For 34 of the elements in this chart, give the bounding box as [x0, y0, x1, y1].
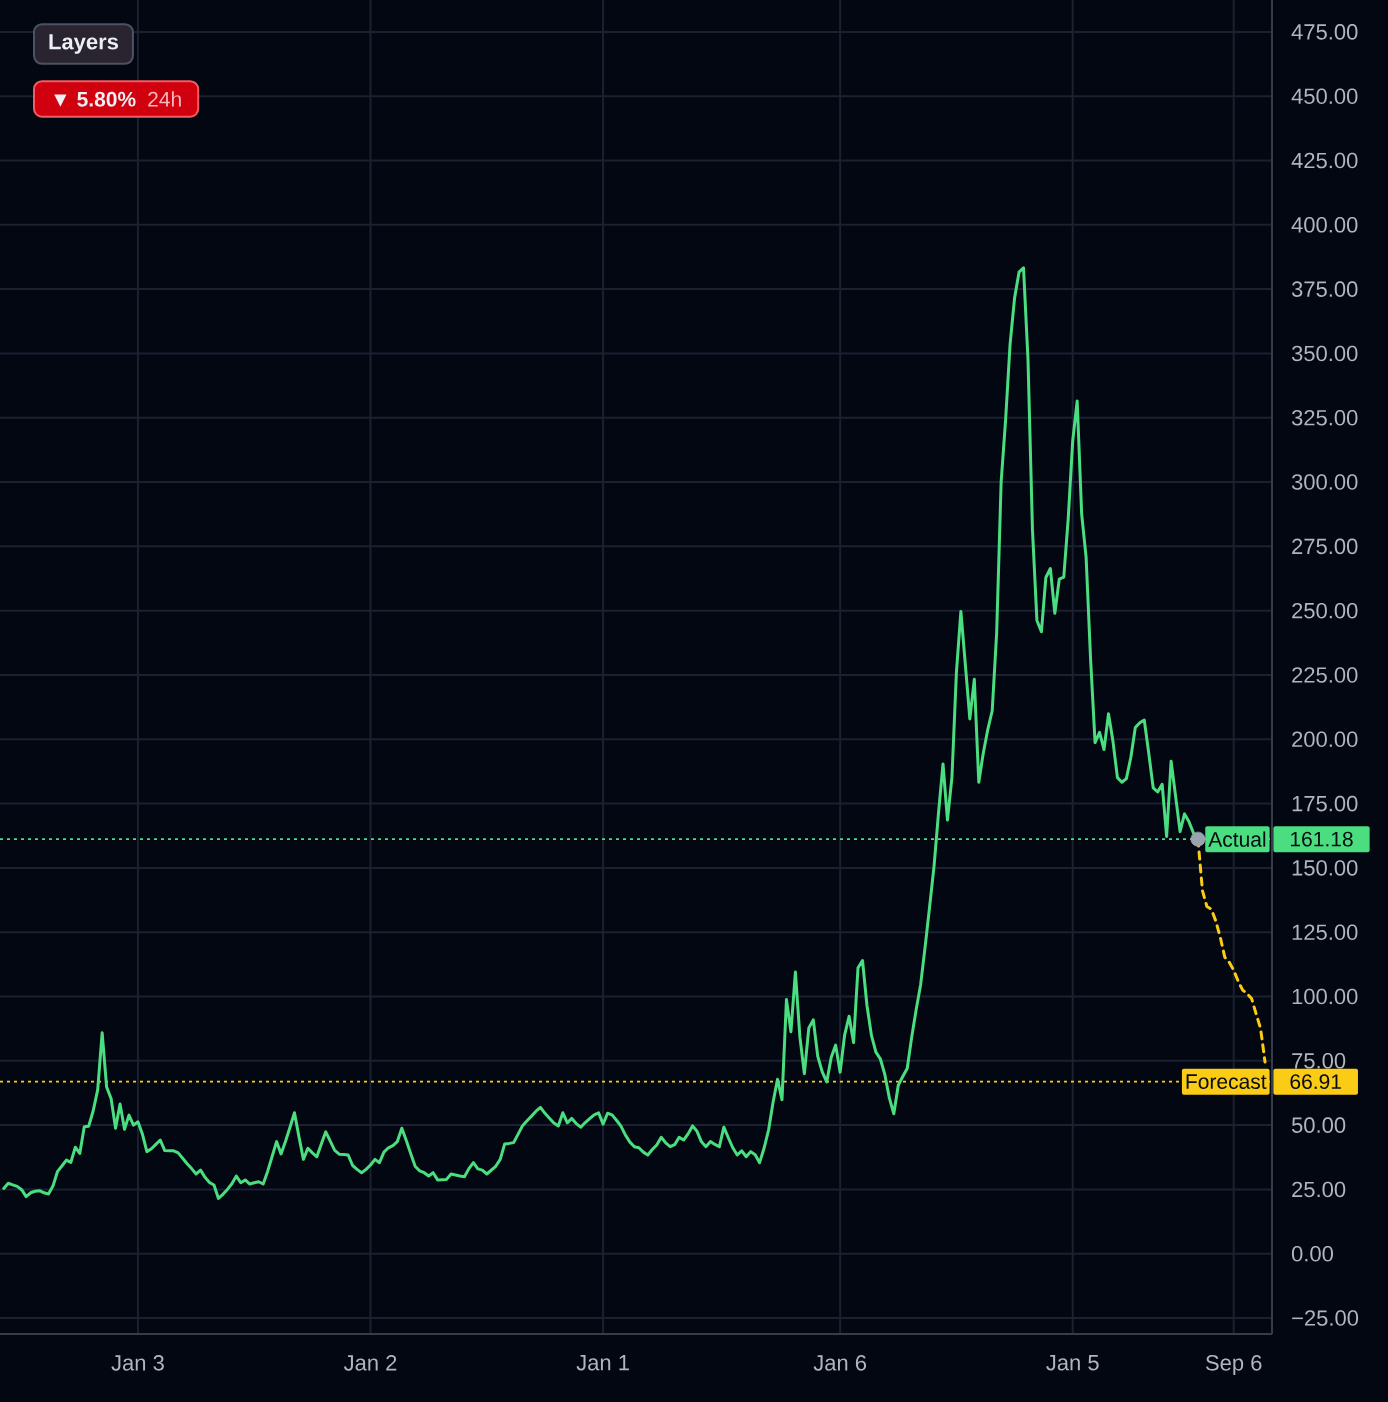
y-tick-label: 325.00: [1291, 409, 1358, 426]
y-tick-label: 100.00: [1292, 988, 1358, 1005]
x-tick-label: Sep 6: [1205, 1355, 1262, 1375]
y-tick-label: 175.00: [1292, 795, 1358, 812]
y-tick-label: 425.00: [1291, 152, 1358, 169]
y-tick-label: 25.00: [1292, 1181, 1346, 1198]
text: 161.18: [1291, 831, 1353, 847]
x-tick-label: Jan 1: [576, 1355, 629, 1371]
y-tick-label: 50.00: [1291, 1117, 1346, 1133]
ref-line-label: Forecast: [1186, 1074, 1267, 1089]
y-tick-label: 375.00: [1291, 281, 1358, 297]
text: 66.91: [1290, 1074, 1341, 1090]
y-tick-label: 350.00: [1291, 345, 1358, 362]
y-tick-label: 400.00: [1291, 217, 1358, 233]
y-tick-label: 300.00: [1291, 474, 1358, 490]
y-tick-label: 0.00: [1291, 1245, 1334, 1262]
y-tick-label: −25.00: [1292, 1310, 1359, 1326]
x-tick-label: Jan 6: [813, 1355, 867, 1371]
y-tick-label: 225.00: [1292, 667, 1358, 683]
y-tick-label: 275.00: [1292, 538, 1358, 555]
y-tick-label: 475.00: [1291, 24, 1358, 40]
ref-line-label: Actual: [1208, 831, 1266, 847]
x-tick-label: Jan 2: [343, 1355, 397, 1371]
annotation: ▼ 5.80%: [54, 91, 136, 107]
y-tick-label: 75.00: [1292, 1053, 1346, 1069]
y-tick-label: 200.00: [1292, 731, 1358, 748]
annotation: Layers: [49, 34, 119, 54]
y-tick-label: 450.00: [1291, 88, 1358, 104]
y-tick-label: 150.00: [1292, 860, 1358, 876]
annotation: 24h: [148, 91, 181, 107]
x-tick-label: Jan 3: [111, 1355, 164, 1371]
y-tick-label: 250.00: [1292, 602, 1358, 619]
y-tick-label: 125.00: [1292, 924, 1358, 940]
x-tick-label: Jan 5: [1046, 1355, 1099, 1371]
